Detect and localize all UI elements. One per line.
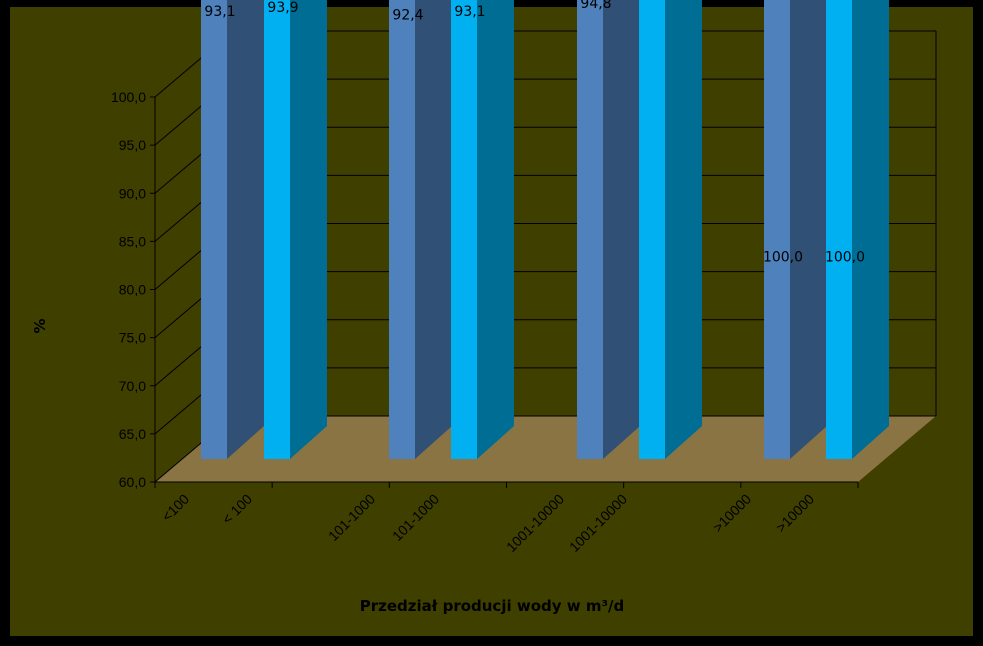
y-tick-label: 70,0 (119, 378, 146, 394)
y-tick-label: 60,0 (119, 474, 146, 490)
bar-blue: 92,44,33,3 (389, 0, 452, 459)
y-tick-label: 65,0 (119, 426, 146, 442)
bar-segment-front (639, 0, 665, 459)
bar-segment-side (415, 0, 452, 459)
x-category-label: 101-1000 (389, 491, 442, 544)
bar-cyan: 93,91,94,2 (264, 0, 327, 459)
y-tick-label: 100,0 (111, 89, 146, 105)
y-axis-title: % (31, 318, 49, 333)
bar-cyan: 93,14,32,6 (451, 0, 514, 460)
data-label: 100,0 (825, 250, 865, 266)
bar-blue: 94,82,62,6 (577, 0, 640, 459)
bar-segment-side (790, 0, 827, 459)
data-label: 93,1 (204, 4, 235, 20)
bar-cyan: 100,0 (825, 0, 889, 459)
bar-segment-side (665, 0, 702, 459)
data-label: 94,8 (580, 0, 611, 12)
bar-cyan: 98,71,20,1 (639, 0, 702, 459)
bar-segment-side (852, 0, 889, 459)
x-category-label: 1001-10000 (503, 491, 567, 555)
bar-segment-front (451, 0, 477, 460)
data-label: 93,1 (454, 4, 485, 20)
data-label: 100,0 (763, 250, 803, 266)
bar-segment-front (826, 0, 852, 459)
y-tick-label: 90,0 (119, 185, 146, 201)
x-axis-title: Przedział producji wody w m³/d (360, 597, 624, 615)
bar-segment-front (264, 0, 290, 459)
bar-segment-side (227, 0, 264, 459)
x-category-label: >10000 (772, 491, 817, 536)
x-category-label: <100 (159, 491, 193, 525)
x-category-label: 101-1000 (325, 491, 378, 544)
bar-segment-front (764, 0, 790, 459)
bar-blue: 93,12,14,8 (201, 0, 264, 460)
bar-segment-front (389, 0, 415, 459)
bar-segment-front (201, 0, 227, 460)
chart-floor (155, 416, 936, 482)
bars-layer: 93,12,14,893,91,94,2 92,44,33,393,14,32,6… (201, 0, 889, 460)
data-label: 93,9 (267, 0, 298, 16)
y-tick-label: 95,0 (119, 137, 146, 153)
bar-blue: 100,0 (763, 0, 827, 459)
y-tick-label: 80,0 (119, 282, 146, 298)
x-category-label: >10000 (709, 491, 754, 536)
data-label: 92,4 (392, 7, 423, 23)
bar-segment-side (290, 0, 327, 459)
bar-segment-side (603, 0, 640, 459)
bar-segment-side (477, 0, 514, 459)
bar-segment-front (577, 0, 603, 459)
x-category-label: 1001-10000 (566, 491, 630, 555)
y-tick-label: 75,0 (119, 330, 146, 346)
y-tick-label: 85,0 (119, 233, 146, 249)
x-category-label: < 100 (219, 491, 256, 528)
